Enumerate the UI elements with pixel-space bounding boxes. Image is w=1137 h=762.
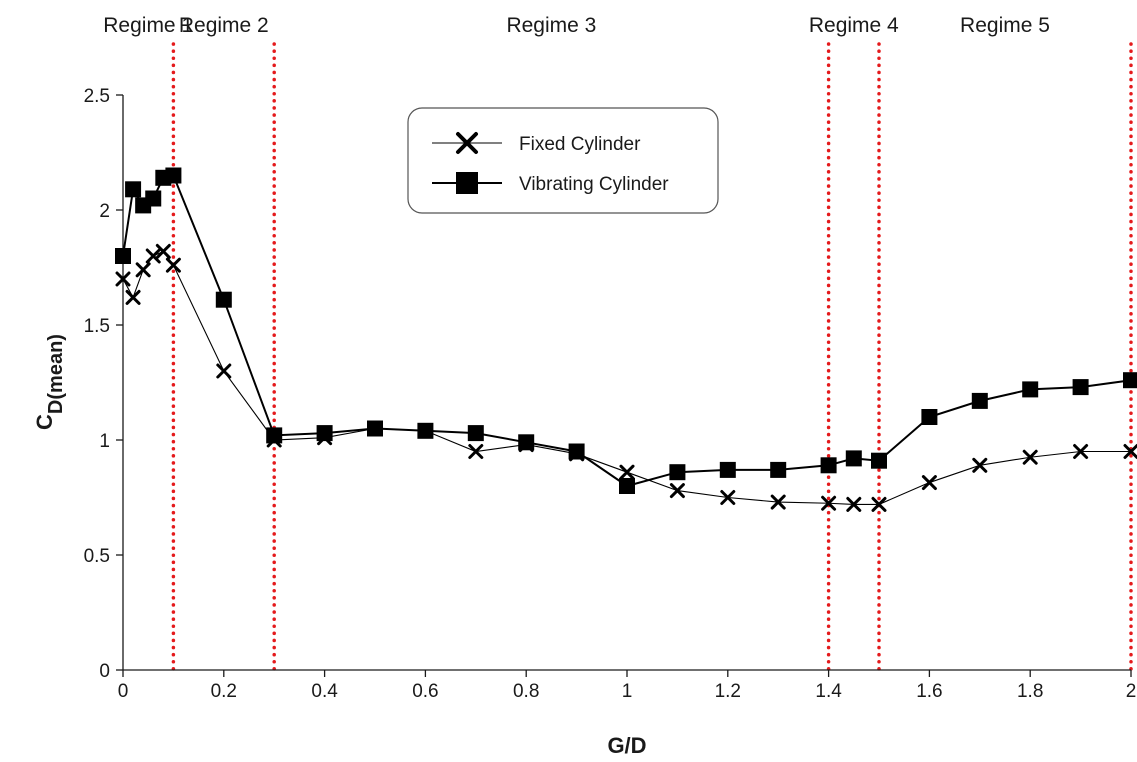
data-point <box>417 422 434 439</box>
x-tick-label: 1.4 <box>815 681 842 702</box>
x-tick-label: 0 <box>118 681 129 702</box>
x-tick-label: 0.4 <box>311 681 338 702</box>
data-point <box>216 363 232 379</box>
data-point <box>871 496 887 512</box>
x-axis-title: G/D <box>607 733 646 758</box>
legend-vibrating-label: Vibrating Cylinder <box>519 174 669 195</box>
data-point <box>518 434 535 451</box>
data-point <box>468 444 484 459</box>
regime-label: Regime 3 <box>506 14 596 37</box>
regime-boundaries <box>171 42 1133 672</box>
data-point <box>669 483 685 499</box>
data-point <box>367 420 383 437</box>
x-ticks: 0 0.2 0.4 0.6 0.8 1 1.2 1.4 1.6 1.8 2 <box>118 670 1137 702</box>
data-point <box>1073 444 1089 459</box>
y-tick-label: 0.5 <box>84 546 110 567</box>
y-ticks: 0 0.5 1 1.5 2 2.5 <box>84 86 123 682</box>
y-tick-label: 1 <box>99 431 110 452</box>
data-point <box>972 457 988 473</box>
y-axis-title: CD(mean) <box>32 334 67 430</box>
svg-text:CD(mean): CD(mean) <box>32 334 67 430</box>
data-point <box>125 181 142 198</box>
regime-label: Regime 2 <box>179 14 269 37</box>
y-axis-title-main: C <box>32 414 57 430</box>
regime-label: Regime 1 <box>103 14 193 37</box>
y-tick-label: 2 <box>99 201 110 222</box>
data-point <box>1022 381 1039 398</box>
data-point <box>720 490 736 505</box>
data-point <box>921 475 937 491</box>
legend-box <box>407 107 719 214</box>
x-tick-label: 2 <box>1126 681 1137 702</box>
data-point <box>1123 372 1137 389</box>
y-axis-title-sub: D(mean) <box>45 334 67 414</box>
data-point <box>619 464 635 480</box>
data-point <box>125 289 141 305</box>
data-point <box>215 291 232 308</box>
data-point <box>1072 379 1089 396</box>
data-point <box>845 450 862 467</box>
data-point <box>669 464 686 481</box>
data-point <box>467 425 484 442</box>
data-point <box>266 427 283 444</box>
y-tick-label: 1.5 <box>84 316 110 337</box>
x-tick-label: 0.8 <box>513 681 539 702</box>
y-tick-label: 0 <box>99 661 110 682</box>
series-fixed-cylinder <box>115 243 1137 512</box>
legend: Fixed Cylinder Vibrating Cylinder <box>407 107 719 214</box>
data-point <box>846 496 862 512</box>
data-point <box>316 425 333 442</box>
x-tick-label: 1.8 <box>1017 681 1043 702</box>
data-point <box>921 409 938 425</box>
data-point <box>871 452 887 469</box>
x-tick-label: 1.6 <box>916 681 942 702</box>
regime-label: Regime 5 <box>960 14 1050 37</box>
data-point <box>115 271 131 287</box>
data-point <box>719 461 736 478</box>
data-point <box>165 167 182 184</box>
data-point <box>145 190 162 207</box>
x-tick-label: 0.2 <box>211 681 237 702</box>
data-point <box>115 248 131 264</box>
data-point <box>1123 444 1137 459</box>
series-layer <box>115 167 1137 512</box>
y-tick-label: 2.5 <box>84 86 110 107</box>
data-point <box>770 461 787 478</box>
series-vibrating-cylinder <box>115 167 1137 494</box>
x-tick-label: 1.2 <box>715 681 741 702</box>
data-point <box>145 248 161 264</box>
legend-vibrating-marker <box>456 172 478 194</box>
data-point <box>165 257 181 273</box>
data-point <box>770 494 786 510</box>
data-point <box>820 457 837 474</box>
regime-label: Regime 4 <box>809 14 899 37</box>
data-point <box>1022 449 1038 465</box>
data-point <box>619 478 635 494</box>
data-point <box>821 495 837 511</box>
x-tick-label: 1 <box>622 681 633 702</box>
data-point <box>971 392 988 409</box>
x-tick-label: 0.6 <box>412 681 438 702</box>
legend-fixed-label: Fixed Cylinder <box>519 134 641 155</box>
data-point <box>155 243 171 259</box>
data-point <box>135 262 151 278</box>
data-point <box>568 443 585 460</box>
legend-fixed-marker <box>456 132 478 154</box>
